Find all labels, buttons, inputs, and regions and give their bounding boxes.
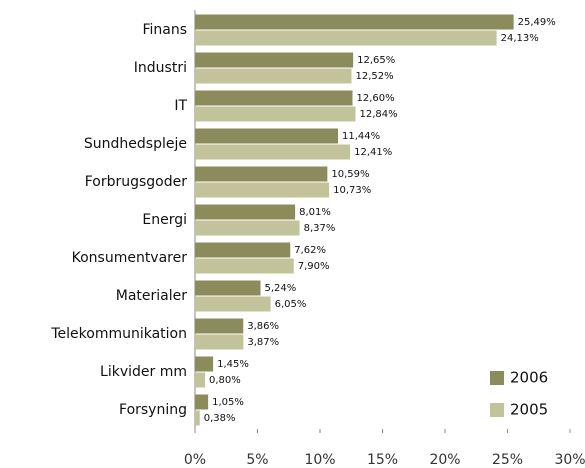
- bar: [195, 14, 514, 30]
- x-tick-label: 20%: [429, 452, 460, 468]
- bar: [195, 372, 205, 388]
- bar: [195, 68, 352, 84]
- bar: [195, 144, 351, 160]
- value-label: 3,87%: [247, 337, 279, 348]
- category-label: Telekommunikation: [50, 326, 187, 342]
- x-tick-label: 5%: [246, 452, 268, 468]
- x-tick-label: 0%: [184, 452, 206, 468]
- value-label: 3,86%: [247, 321, 279, 332]
- category-label: Industri: [134, 60, 187, 76]
- category-label: Sundhedspleje: [84, 136, 187, 152]
- value-label: 10,59%: [331, 169, 369, 180]
- value-label: 24,13%: [501, 33, 539, 44]
- legend-label: 2006: [510, 369, 548, 387]
- value-label: 1,45%: [217, 359, 249, 370]
- bar: [195, 128, 338, 144]
- bar: [195, 394, 209, 410]
- bar: [195, 296, 271, 312]
- bar: [195, 182, 330, 198]
- value-label: 0,80%: [209, 375, 241, 386]
- category-label: Energi: [142, 212, 187, 228]
- category-label: Finans: [142, 22, 187, 38]
- value-label: 12,84%: [360, 109, 398, 120]
- bar: [195, 318, 244, 334]
- bar: [195, 106, 356, 122]
- bar: [195, 410, 200, 426]
- value-label: 7,62%: [294, 245, 326, 256]
- bar: [195, 334, 244, 350]
- value-label: 12,60%: [357, 93, 395, 104]
- value-label: 12,41%: [354, 147, 392, 158]
- x-tick-label: 25%: [492, 452, 523, 468]
- bar: [195, 204, 296, 220]
- category-label: Konsumentvarer: [72, 250, 188, 266]
- value-label: 8,37%: [304, 223, 336, 234]
- value-label: 7,90%: [298, 261, 330, 272]
- bar: [195, 52, 354, 68]
- legend-swatch: [490, 403, 504, 417]
- value-label: 6,05%: [275, 299, 307, 310]
- category-label: Forsyning: [119, 402, 187, 418]
- value-label: 11,44%: [342, 131, 380, 142]
- bar: [195, 90, 353, 106]
- bar: [195, 242, 291, 258]
- bar: [195, 220, 300, 236]
- value-label: 25,49%: [518, 17, 556, 28]
- value-label: 0,38%: [204, 413, 236, 424]
- value-label: 10,73%: [333, 185, 371, 196]
- x-tick-label: 30%: [554, 452, 585, 468]
- legend-swatch: [490, 371, 504, 385]
- legend-label: 2005: [510, 401, 548, 419]
- bar: [195, 280, 261, 296]
- category-label: Materialer: [116, 288, 187, 304]
- x-tick-label: 10%: [304, 452, 335, 468]
- category-label: IT: [174, 98, 187, 114]
- value-label: 12,52%: [356, 71, 394, 82]
- bar: [195, 166, 328, 182]
- value-label: 1,05%: [212, 397, 244, 408]
- bar: [195, 30, 497, 46]
- category-label: Forbrugsgoder: [85, 174, 188, 190]
- value-label: 8,01%: [299, 207, 331, 218]
- bar: [195, 356, 214, 372]
- bar: [195, 258, 294, 274]
- x-tick-label: 15%: [367, 452, 398, 468]
- category-label: Likvider mm: [100, 364, 187, 380]
- value-label: 12,65%: [357, 55, 395, 66]
- value-label: 5,24%: [265, 283, 297, 294]
